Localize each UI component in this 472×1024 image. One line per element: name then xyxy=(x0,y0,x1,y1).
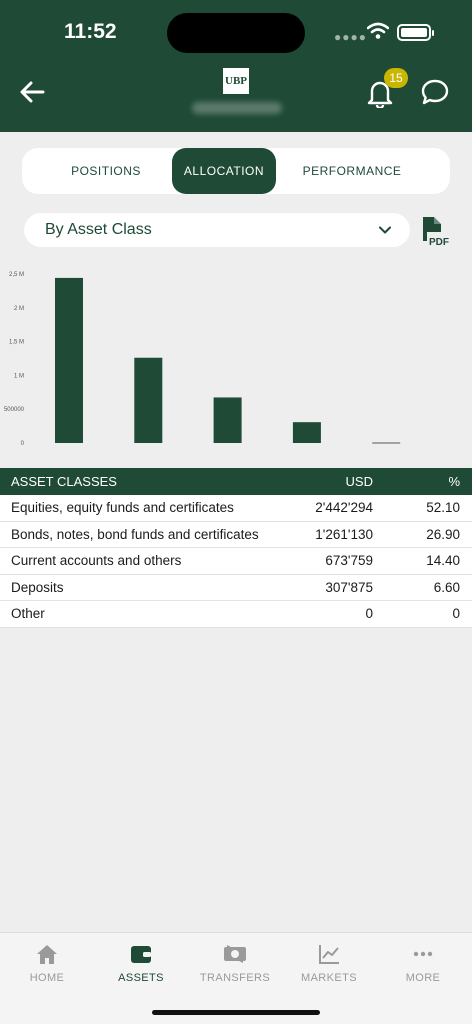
wifi-icon xyxy=(367,22,389,39)
bell-icon[interactable] xyxy=(366,78,394,108)
segment-tabs: POSITIONS ALLOCATION PERFORMANCE xyxy=(22,148,450,194)
home-icon xyxy=(37,945,57,964)
row-percent: 6.60 xyxy=(433,579,460,595)
more-icon xyxy=(413,951,433,957)
row-percent: 26.90 xyxy=(426,526,460,542)
tabbar-label: TRANSFERS xyxy=(199,972,271,984)
allocation-bar-chart: 0 500000 1 M 1,5 M 2 M 2,5 M xyxy=(4,272,401,447)
tabbar-item-more[interactable]: MORE xyxy=(376,943,470,993)
table-header: ASSET CLASSES USD % xyxy=(0,468,472,495)
tabbar-label: MARKETS xyxy=(301,972,357,984)
row-usd-value: 0 xyxy=(365,606,373,621)
pdf-label: PDF xyxy=(429,237,449,248)
row-asset-name: Other xyxy=(11,606,45,621)
battery-icon xyxy=(397,24,434,41)
tab-performance[interactable]: PERFORMANCE xyxy=(302,164,402,178)
back-arrow-icon[interactable] xyxy=(18,78,46,106)
row-usd-value: 2'442'294 xyxy=(315,500,373,515)
y-tick-label: 1 M xyxy=(14,373,24,379)
y-tick-label: 0 xyxy=(21,441,25,447)
tabbar-label: ASSETS xyxy=(118,972,164,984)
y-tick-label: 1,5 M xyxy=(9,340,24,346)
notification-badge: 15 xyxy=(384,68,408,88)
row-usd-value: 1'261'130 xyxy=(315,526,373,542)
home-indicator xyxy=(152,1010,320,1015)
table-row[interactable]: Deposits 307'875 6.60 xyxy=(0,574,472,601)
tab-allocation[interactable]: ALLOCATION xyxy=(172,148,276,194)
cellular-signal-icon: ●●●● xyxy=(334,30,367,44)
dynamic-island xyxy=(167,13,305,53)
chat-bubble-icon[interactable] xyxy=(420,78,450,106)
table-row[interactable]: Bonds, notes, bond funds and certificate… xyxy=(0,521,472,548)
tabbar-item-assets[interactable]: ASSETS xyxy=(94,943,188,993)
ubp-logo: UBP xyxy=(223,68,249,94)
y-tick-label: 2,5 M xyxy=(9,272,24,278)
chart-bar xyxy=(55,277,83,443)
tabbar-label: HOME xyxy=(29,972,65,984)
chart-bar xyxy=(292,422,321,443)
y-tick-label: 500000 xyxy=(4,407,25,413)
dropdown-selected-value: By Asset Class xyxy=(45,221,152,238)
table-row[interactable]: Other 0 0 xyxy=(0,601,472,628)
pdf-export-icon[interactable]: PDF xyxy=(420,216,452,248)
chart-bar xyxy=(213,397,242,443)
asset-class-table: ASSET CLASSES USD % Equities, equity fun… xyxy=(0,468,472,628)
row-percent: 52.10 xyxy=(426,500,460,515)
wallet-icon xyxy=(131,946,151,963)
row-asset-name: Deposits xyxy=(11,579,64,595)
table-row[interactable]: Equities, equity funds and certificates … xyxy=(0,495,472,522)
chevron-down-icon xyxy=(379,226,391,234)
status-time: 11:52 xyxy=(64,20,117,43)
tab-positions[interactable]: POSITIONS xyxy=(71,164,141,178)
header-usd: USD xyxy=(345,474,373,489)
row-percent: 14.40 xyxy=(426,553,460,568)
chart-line-icon xyxy=(319,945,339,964)
tabbar-item-home[interactable]: HOME xyxy=(0,943,94,993)
tabbar-item-markets[interactable]: MARKETS xyxy=(282,943,376,993)
y-tick-label: 2 M xyxy=(14,306,24,312)
chart-bar xyxy=(134,357,163,443)
row-percent: 0 xyxy=(452,606,460,621)
account-number-blurred xyxy=(192,102,282,114)
asset-class-dropdown[interactable]: By Asset Class xyxy=(24,213,410,247)
bottom-tab-bar: HOME ASSETS TRANSFERS MARKETS MORE xyxy=(0,932,472,1024)
row-asset-name: Current accounts and others xyxy=(11,553,182,568)
header-asset-classes: ASSET CLASSES xyxy=(11,474,117,489)
tabbar-label: MORE xyxy=(405,972,441,984)
row-asset-name: Equities, equity funds and certificates xyxy=(11,500,234,515)
app-header: 11:52 ●●●● UBP 15 xyxy=(0,0,472,132)
row-usd-value: 673'759 xyxy=(325,553,373,568)
table-row[interactable]: Current accounts and others 673'759 14.4… xyxy=(0,548,472,575)
row-asset-name: Bonds, notes, bond funds and certificate… xyxy=(11,526,259,542)
tabbar-item-transfers[interactable]: TRANSFERS xyxy=(188,943,282,993)
header-percent: % xyxy=(448,474,460,489)
row-usd-value: 307'875 xyxy=(325,579,373,595)
transfer-icon xyxy=(224,945,246,963)
